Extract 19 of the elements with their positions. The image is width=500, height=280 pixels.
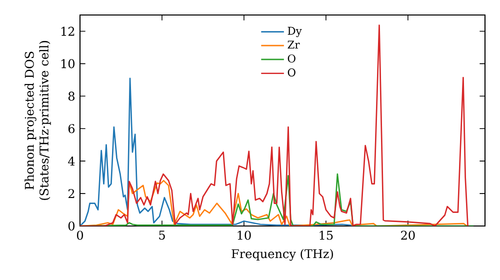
legend-label: Zr xyxy=(288,40,300,48)
x-tick-label: 5 xyxy=(159,230,165,240)
y-tick-label: 6 xyxy=(68,124,75,134)
x-axis-title: Frequency (THz) xyxy=(232,248,333,261)
y-tick-label: 4 xyxy=(68,156,75,166)
y-tick-label: 0 xyxy=(68,221,74,231)
x-tick-label: 10 xyxy=(238,230,251,240)
y-tick-label: 8 xyxy=(68,92,74,101)
x-tick-label: 15 xyxy=(320,230,333,240)
y-tick-label: 2 xyxy=(68,189,74,198)
x-tick-label: 20 xyxy=(401,230,415,240)
x-tick-label: 0 xyxy=(76,230,84,240)
legend-label: Dy xyxy=(288,26,302,38)
legend-label: O xyxy=(288,68,296,76)
y-tick-label: 10 xyxy=(61,59,74,68)
legend-label: O xyxy=(288,54,296,63)
y-axis-title: Phonon projected DOS (States/THz·primitive cell) xyxy=(24,41,51,200)
line-series xyxy=(80,24,468,226)
y-tick-label: 12 xyxy=(61,26,74,36)
